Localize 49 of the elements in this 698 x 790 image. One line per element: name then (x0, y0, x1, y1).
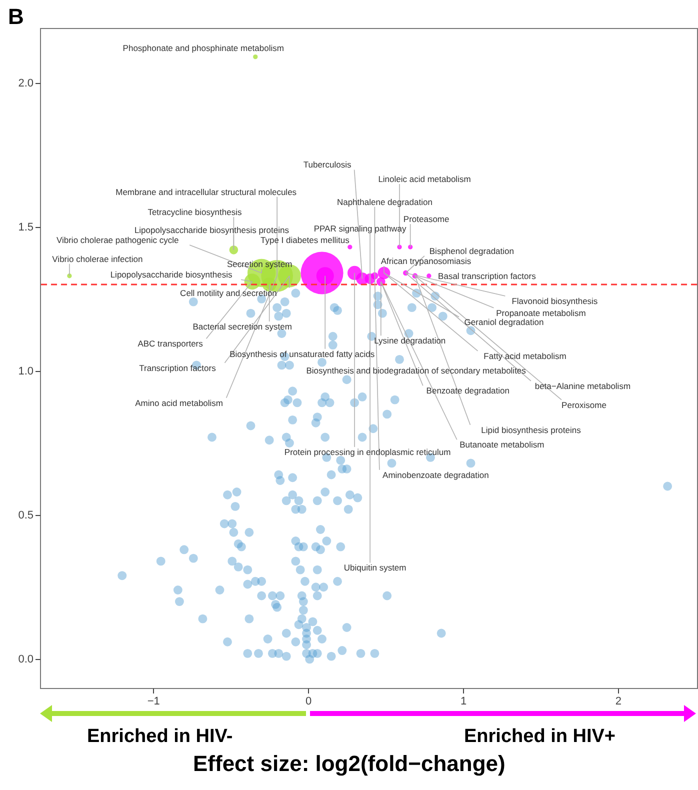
annotation: Lipid biosynthesis proteins (481, 424, 581, 435)
annotation: Vibrio cholerae pathogenic cycle (56, 234, 179, 245)
annotation: Cell motility and secretion (180, 288, 278, 298)
annotation: Membrane and intracellular structural molecules (116, 186, 297, 197)
annotation: Lysine degradation (374, 336, 446, 346)
x-tick-label: 2 (615, 696, 622, 708)
annotation: Linoleic acid metabolism (378, 174, 471, 184)
annotation: Tuberculosis (303, 160, 352, 170)
annotation: Protein processing in endoplasmic reticulum (284, 446, 451, 457)
annotation: Basal transcription factors (438, 270, 536, 281)
text: Enriched in HIV- (87, 726, 233, 748)
annotation: Vibrio cholerae infection (52, 254, 143, 264)
annotation: ABC transporters (138, 338, 203, 349)
annotation: Benzoate degradation (426, 386, 510, 396)
annotation: Ubiquitin system (344, 562, 406, 573)
annotation: Lipopolysaccharide biosynthesis proteins (134, 224, 289, 235)
x-tick-label: 1 (460, 696, 467, 708)
annotation: Lipopolysaccharide biosynthesis (110, 270, 232, 280)
annotation: Aminobenzoate degradation (382, 470, 490, 480)
annotation: Proteasome (403, 214, 450, 224)
annotation: Butanoate metabolism (460, 440, 544, 450)
annotation: PPAR signaling pathway (314, 224, 408, 234)
x-tick-label: 0 (306, 696, 312, 708)
annotation: Propanoate metabolism (496, 308, 586, 318)
annotation: Fatty acid metabolism (484, 350, 566, 361)
y-tick-label: 1.5 (18, 221, 34, 234)
y-tick-label: 0.0 (18, 654, 34, 666)
annotation: Transcription factors (139, 362, 216, 373)
annotation: Biosynthesis and biodegradation of secondary metabolites (306, 366, 526, 376)
y-tick-label: 0.5 (18, 510, 34, 522)
x-axis-title: Effect size: log2(fold−change) (193, 751, 506, 777)
annotation: Biosynthesis of unsaturated fatty acids (230, 348, 375, 359)
annotation: Type I diabetes mellitus (260, 235, 350, 246)
y-tick-label: 2.0 (18, 77, 34, 90)
annotation: Peroxisome (562, 400, 607, 410)
annotation: beta−Alanine metabolism (534, 380, 631, 391)
annotation: Flavonoid biosynthesis (512, 296, 598, 306)
annotation: Bisphenol degradation (429, 246, 514, 256)
y-tick-label: 1.0 (18, 365, 34, 378)
chart-title: B (8, 4, 24, 30)
annotation: Tetracycline biosynthesis (148, 206, 242, 217)
annotation: Amino acid metabolism (135, 398, 224, 408)
annotation: Naphthalene degradation (336, 196, 433, 207)
annotation: Bacterial secretion system (192, 322, 292, 332)
annotation: Geraniol degradation (464, 316, 544, 327)
annotation: African trypanosomiasis (380, 256, 472, 266)
x-tick-label: −1 (147, 696, 160, 708)
annotation: Phosphonate and phosphinate metabolism (122, 42, 284, 53)
text: Enriched in HIV+ (464, 726, 616, 748)
